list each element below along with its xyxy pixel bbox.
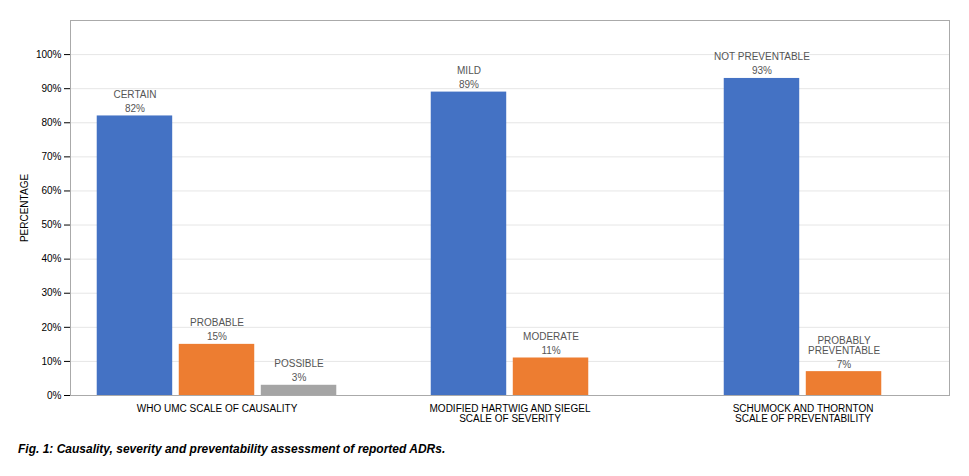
svg-text:POSSIBLE: POSSIBLE	[274, 358, 324, 369]
svg-text:70%: 70%	[41, 151, 61, 162]
svg-text:80%: 80%	[41, 117, 61, 128]
svg-text:50%: 50%	[41, 219, 61, 230]
svg-text:WHO UMC SCALE OF CAUSALITY: WHO UMC SCALE OF CAUSALITY	[137, 403, 298, 414]
svg-text:93%: 93%	[752, 65, 772, 76]
svg-text:40%: 40%	[41, 253, 61, 264]
svg-text:MODERATE: MODERATE	[523, 331, 579, 342]
svg-text:30%: 30%	[41, 287, 61, 298]
svg-text:SCHUMOCK AND THORNTONSCALE OF: SCHUMOCK AND THORNTONSCALE OF PREVENTABI…	[733, 403, 874, 424]
svg-text:PROBABLYPREVENTABLE: PROBABLYPREVENTABLE	[808, 335, 880, 356]
svg-text:60%: 60%	[41, 185, 61, 196]
svg-text:3%: 3%	[292, 372, 307, 383]
svg-text:10%: 10%	[41, 356, 61, 367]
html-text:Fig. 1: Causality, severity an: Fig. 1: Causality, severity and preventa…	[18, 442, 446, 456]
svg-text:82%: 82%	[125, 103, 145, 114]
svg-text:MILD: MILD	[457, 65, 481, 76]
svg-text:7%: 7%	[837, 359, 852, 370]
svg-text:MODIFIED HARTWIG AND SIEGELSCA: MODIFIED HARTWIG AND SIEGELSCALE OF SEVE…	[430, 403, 591, 424]
svg-text:11%: 11%	[541, 345, 560, 356]
svg-text:90%: 90%	[41, 83, 61, 94]
svg-text:0%: 0%	[47, 390, 62, 401]
svg-text:15%: 15%	[207, 331, 227, 342]
svg-text:20%: 20%	[41, 322, 61, 333]
svg-text:89%: 89%	[459, 79, 479, 90]
svg-text:PERCENTAGE: PERCENTAGE	[19, 174, 30, 242]
svg-text:100%: 100%	[36, 49, 62, 60]
svg-text:CERTAIN: CERTAIN	[113, 89, 156, 100]
svg-text:PROBABLE: PROBABLE	[190, 317, 244, 328]
svg-text:NOT PREVENTABLE: NOT PREVENTABLE	[714, 51, 810, 62]
